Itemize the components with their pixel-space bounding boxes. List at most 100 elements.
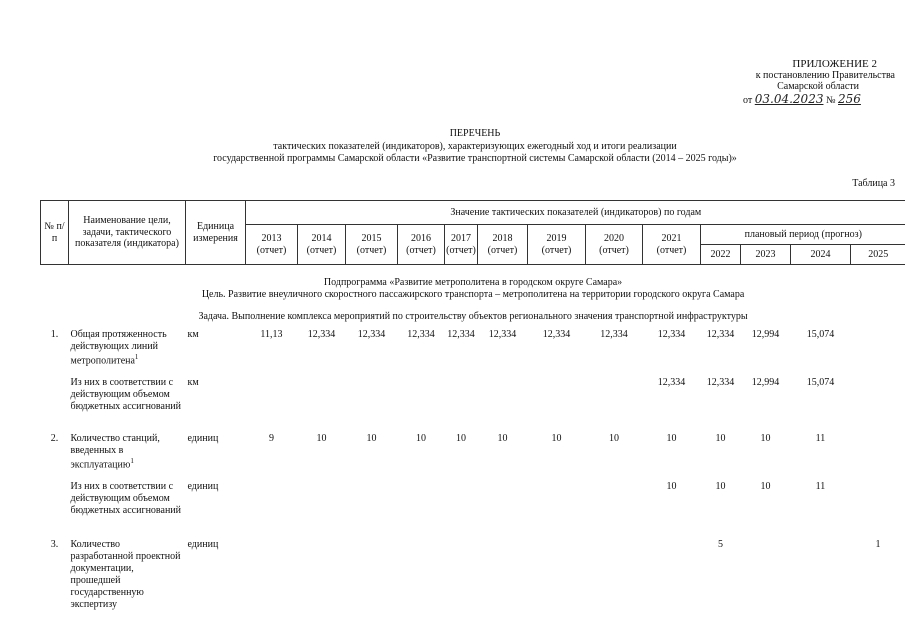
value-cell xyxy=(851,481,905,539)
number-sign: № xyxy=(825,95,836,106)
appendix-date-line: от 03.04.2023 № 256 xyxy=(743,92,875,106)
value-cell xyxy=(478,481,528,539)
value-cell: 10 xyxy=(609,433,619,444)
year: 2015 xyxy=(361,233,382,244)
year: 2014 xyxy=(311,233,332,244)
value-cell: 11 xyxy=(815,433,826,444)
value-cell xyxy=(586,377,643,433)
value-cell xyxy=(528,377,586,433)
value-cell xyxy=(346,481,398,539)
value-cell: 9 xyxy=(269,433,274,444)
value-cell: 10 xyxy=(666,481,677,492)
row-name: Из них в соответствии с действующим объе… xyxy=(69,377,186,433)
value-cell: 12,994 xyxy=(751,377,780,388)
indicator-table: № п/п Наименование цели, задачи, тактиче… xyxy=(40,200,905,611)
row-num: 1. xyxy=(50,329,59,340)
section-title: Задача. Выполнение комплекса мероприятий… xyxy=(198,311,748,322)
value-cell xyxy=(246,539,298,611)
header-year: 2013 (отчет) xyxy=(245,224,298,265)
value-cell: 1 xyxy=(875,539,881,550)
value-cell: 12,334 xyxy=(706,329,735,340)
value-cell xyxy=(851,329,905,377)
appendix-line: к постановлению Правительства xyxy=(755,70,895,81)
footnote-ref: 1 xyxy=(130,457,134,465)
value-cell xyxy=(586,481,643,539)
value-cell xyxy=(851,433,905,481)
year-note: (отчет) xyxy=(541,244,572,256)
year-note: (отчет) xyxy=(306,244,337,256)
value-cell: 12,334 xyxy=(357,329,386,340)
value-cell: 15,074 xyxy=(806,377,835,388)
value-cell xyxy=(398,539,445,611)
header-cell: Значение тактических показателей (индика… xyxy=(244,200,905,225)
section-title: Цель. Развитие внеуличного скоростного п… xyxy=(201,289,745,300)
value-cell: 5 xyxy=(718,539,723,550)
data-row: 1. Общая протяженность действующих линий … xyxy=(41,329,905,377)
row-unit: единиц xyxy=(187,481,219,492)
value-cell xyxy=(478,377,528,433)
value-cell: 12,334 xyxy=(657,377,686,388)
year-note: (отчет) xyxy=(356,244,387,256)
header-year: 2021 (отчет) xyxy=(642,224,701,265)
row-num xyxy=(41,377,69,433)
value-cell: 10 xyxy=(666,433,677,444)
value-cell xyxy=(346,377,398,433)
value-cell xyxy=(298,481,346,539)
value-cell: 11 xyxy=(815,481,826,492)
section-row: Цель. Развитие внеуличного скоростного п… xyxy=(41,289,905,303)
data-row: 2. Количество станций, введенных в эксплу… xyxy=(41,433,905,481)
year: 2018 xyxy=(492,233,513,244)
value-cell xyxy=(741,539,791,611)
doc-subtitle: государственной программы Самарской обла… xyxy=(213,153,737,164)
value-cell: 11,13 xyxy=(260,329,283,340)
value-cell xyxy=(528,539,586,611)
header-cell: плановый период (прогноз) xyxy=(699,224,905,245)
row-name: Количество разработанной проектной докум… xyxy=(69,539,186,611)
number: 256 xyxy=(838,92,861,106)
value-cell xyxy=(791,539,851,611)
value-cell: 10 xyxy=(715,481,726,492)
value-cell xyxy=(246,481,298,539)
header-year: 2014 (отчет) xyxy=(297,224,346,265)
year-note: (отчет) xyxy=(599,244,629,256)
value-cell: 12,334 xyxy=(542,329,571,340)
value-cell: 12,334 xyxy=(600,329,628,340)
value-cell xyxy=(346,539,398,611)
value-cell xyxy=(586,539,643,611)
value-cell xyxy=(851,377,905,433)
value-cell xyxy=(528,481,586,539)
header-year: 2015 (отчет) xyxy=(345,224,398,265)
row-name-text: Количество разработанной проектной докум… xyxy=(70,539,181,610)
header-year: 2016 (отчет) xyxy=(397,224,445,265)
header-year: 2019 (отчет) xyxy=(527,224,586,265)
row-name-text: Общая протяженность действующих линий ме… xyxy=(70,329,167,367)
header-year: 2024 xyxy=(790,244,851,265)
row-name: Общая протяженность действующих линий ме… xyxy=(69,329,186,377)
header-year: 2023 xyxy=(740,244,791,265)
row-unit: км xyxy=(187,329,199,340)
header-cell: Единица измерения xyxy=(185,200,246,265)
row-name-text: Количество станций, введенных в эксплуат… xyxy=(70,433,160,471)
value-cell xyxy=(246,377,298,433)
year: 2020 xyxy=(604,233,624,244)
value-cell: 12,334 xyxy=(706,377,735,388)
year-note: (отчет) xyxy=(487,244,518,256)
year: 2019 xyxy=(546,233,567,244)
appendix-line: Самарской области xyxy=(777,81,859,92)
header-year: 2020 (отчет) xyxy=(585,224,643,265)
value-cell: 10 xyxy=(760,433,771,444)
from: от xyxy=(743,95,753,106)
data-row: 3. Количество разработанной проектной док… xyxy=(41,539,905,611)
value-cell: 12,334 xyxy=(407,329,435,340)
footnote-ref: 1 xyxy=(134,353,139,361)
year-note: (отчет) xyxy=(446,244,476,256)
value-cell: 12,334 xyxy=(447,329,475,340)
section-row: Задача. Выполнение комплекса мероприятий… xyxy=(41,303,905,329)
value-cell: 10 xyxy=(366,433,377,444)
header-year: 2022 xyxy=(700,244,741,265)
year: 2017 xyxy=(451,233,471,244)
value-cell: 12,334 xyxy=(657,329,686,340)
value-cell xyxy=(398,377,445,433)
value-cell xyxy=(298,377,346,433)
value-cell: 10 xyxy=(760,481,771,492)
